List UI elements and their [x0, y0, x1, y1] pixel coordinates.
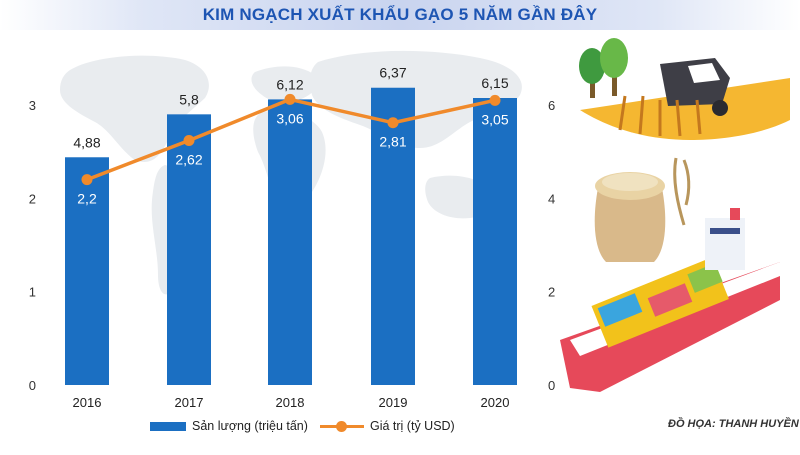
cargo-ship-icon	[560, 208, 780, 392]
legend-value: Giá trị (tỷ USD)	[320, 417, 455, 435]
bar-value-label: 5,8	[179, 91, 199, 107]
x-tick-label: 2017	[175, 395, 204, 410]
rice-sack-icon	[594, 157, 691, 262]
line-value-label: 2,81	[379, 134, 406, 150]
y-left-tick-label: 2	[29, 191, 36, 206]
line-value-label: 2,62	[175, 151, 202, 167]
legend-bar-swatch	[150, 421, 186, 431]
axes-layer: 0 1 2 3 0 2 4 6 2016 2017 2018 2019 2020	[29, 98, 555, 410]
line-value-label: 3,06	[276, 110, 303, 126]
title-bar	[0, 0, 800, 30]
line-value-label: 3,05	[481, 111, 508, 127]
line-point	[81, 174, 93, 186]
chart-title: KIM NGẠCH XUẤT KHẨU GẠO 5 NĂM GẦN ĐÂY	[202, 5, 598, 24]
bar	[167, 114, 211, 385]
bars-layer	[65, 87, 517, 386]
graphic-credit: ĐỒ HỌA: THANH HUYỀN	[668, 418, 799, 430]
bar	[473, 98, 517, 385]
y-left-tick-label: 0	[29, 378, 36, 393]
y-right-tick-label: 4	[548, 191, 555, 206]
y-left-tick-label: 1	[29, 285, 36, 300]
labels-layer: 4,88 5,8 6,12 6,37 6,15 2,2 2,62 3,06 2,81 3,05	[73, 65, 508, 207]
line-point	[489, 94, 501, 106]
legend-production: Sản lượng (triệu tấn)	[150, 417, 308, 435]
y-right-tick-label: 6	[548, 98, 555, 113]
x-tick-label: 2019	[379, 395, 408, 410]
bar-value-label: 6,12	[276, 76, 303, 92]
legend-line-swatch	[320, 417, 364, 435]
x-tick-label: 2020	[481, 395, 510, 410]
bar-value-label: 6,37	[379, 65, 406, 81]
line-value-label: 2,2	[77, 191, 97, 207]
bar	[268, 99, 312, 386]
bar-value-label: 4,88	[73, 134, 100, 150]
bar	[371, 87, 415, 385]
line-point	[284, 93, 296, 105]
x-tick-label: 2018	[276, 395, 305, 410]
harvest-scene-icon	[579, 38, 790, 140]
x-tick-label: 2016	[73, 395, 102, 410]
legend-production-label: Sản lượng (triệu tấn)	[192, 419, 308, 433]
line-point	[183, 134, 195, 146]
legend-value-label: Giá trị (tỷ USD)	[370, 419, 455, 433]
bar-value-label: 6,15	[481, 75, 508, 91]
y-right-tick-label: 0	[548, 378, 555, 393]
line-point	[387, 117, 399, 129]
bar	[65, 157, 109, 385]
line-layer	[81, 93, 501, 186]
y-right-tick-label: 2	[548, 285, 555, 300]
y-left-tick-label: 3	[29, 98, 36, 113]
